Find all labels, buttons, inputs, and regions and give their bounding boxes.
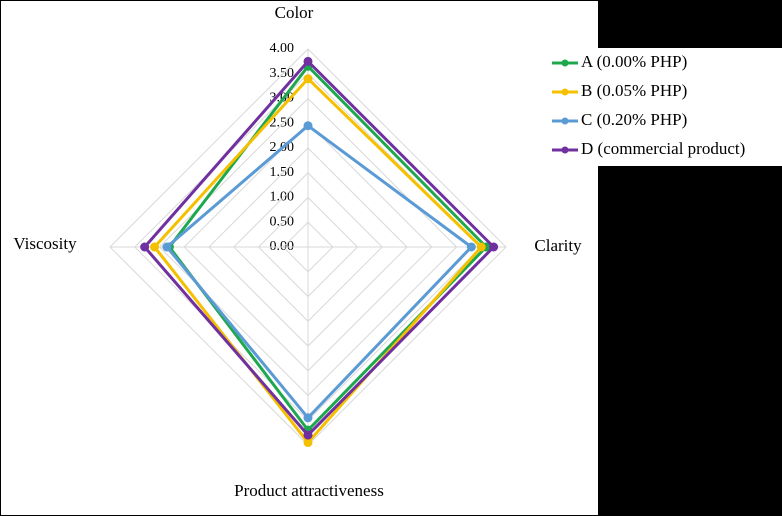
category-label: Color bbox=[275, 3, 314, 22]
data-point bbox=[466, 242, 476, 252]
category-label: Clarity bbox=[534, 236, 582, 255]
data-point bbox=[140, 242, 150, 252]
legend-background bbox=[540, 48, 782, 166]
legend-label: A (0.00% PHP) bbox=[581, 52, 687, 71]
grid: 0.000.501.001.502.002.503.003.504.00Colo… bbox=[13, 3, 582, 500]
data-point bbox=[489, 242, 499, 252]
r-tick-label: 1.50 bbox=[270, 165, 295, 180]
legend: A (0.00% PHP) B (0.05% PHP) C (0.20% PHP) D… bbox=[552, 52, 745, 158]
data-point bbox=[303, 121, 313, 131]
data-point bbox=[150, 242, 160, 252]
legend-marker bbox=[561, 146, 569, 154]
data-point bbox=[162, 242, 172, 252]
category-label: Product attractiveness bbox=[234, 481, 384, 500]
r-tick-label: 1.00 bbox=[270, 190, 295, 205]
legend-label: D (commercial product) bbox=[581, 139, 745, 158]
legend-label: B (0.05% PHP) bbox=[581, 81, 687, 100]
data-point bbox=[303, 430, 313, 440]
r-tick-label: 3.50 bbox=[270, 66, 295, 81]
data-point bbox=[303, 413, 313, 423]
data-point bbox=[303, 74, 313, 84]
legend-marker bbox=[561, 59, 569, 67]
r-tick-label: 4.00 bbox=[270, 41, 295, 56]
data-point bbox=[303, 56, 313, 66]
marks bbox=[140, 56, 499, 448]
data-point bbox=[303, 438, 313, 448]
r-tick-label: 0.50 bbox=[270, 214, 295, 229]
legend-marker bbox=[561, 117, 569, 125]
legend-marker bbox=[561, 88, 569, 96]
category-label: Viscosity bbox=[13, 234, 77, 253]
data-point bbox=[476, 242, 486, 252]
legend-label: C (0.20% PHP) bbox=[581, 110, 687, 129]
